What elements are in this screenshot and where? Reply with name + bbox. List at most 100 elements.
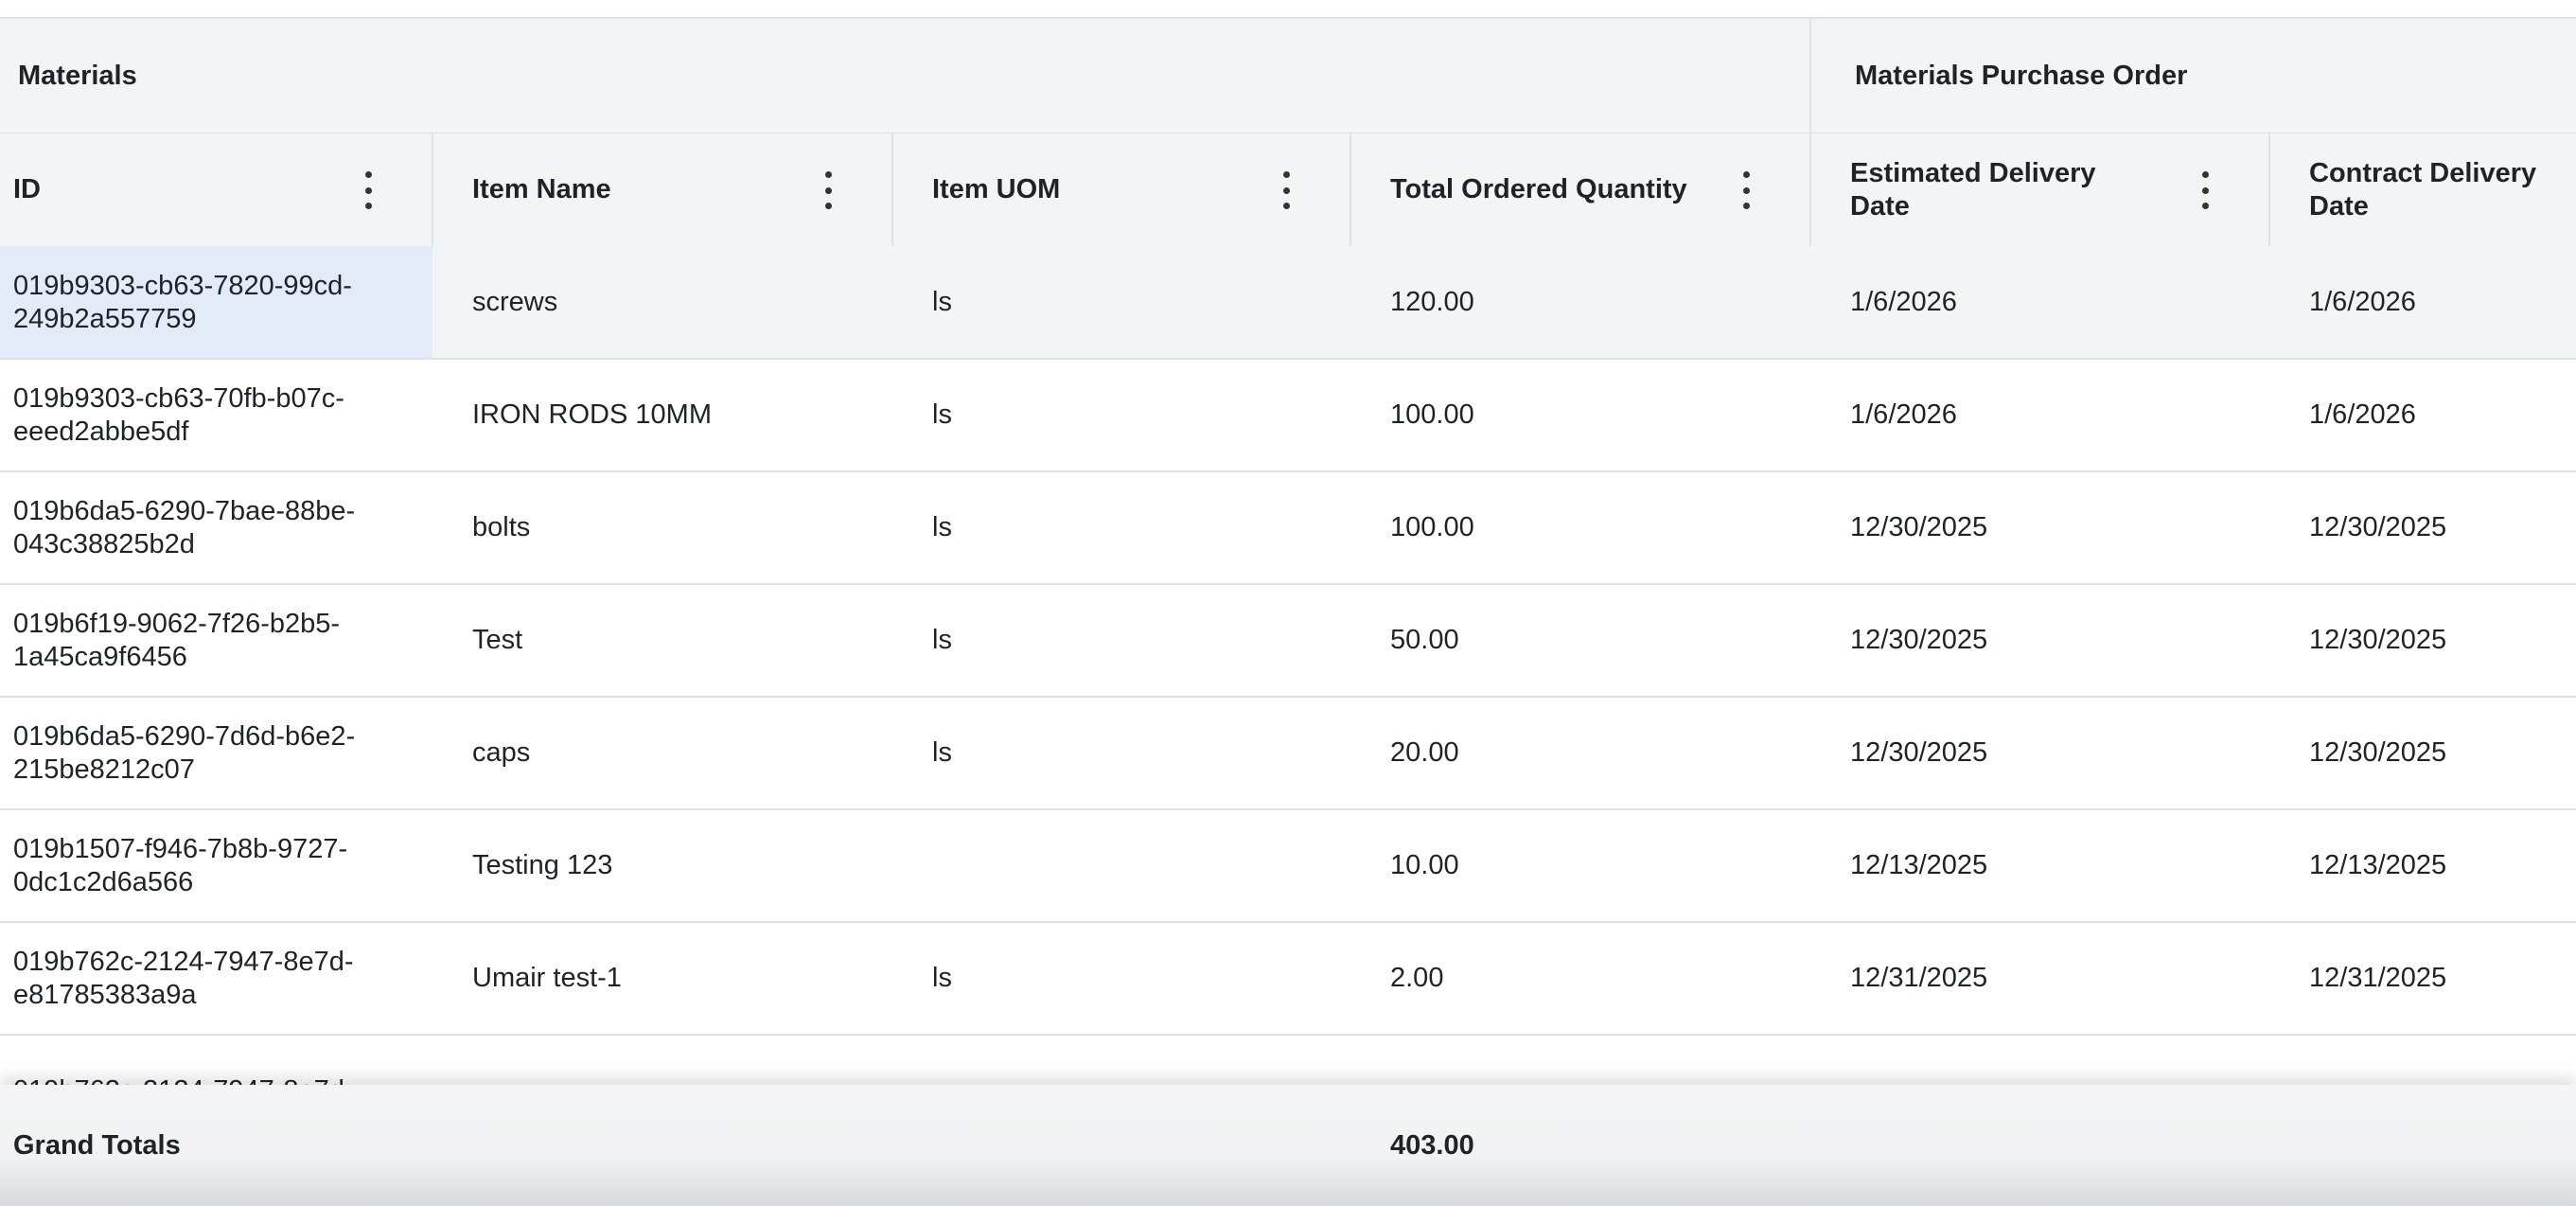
border bbox=[1809, 18, 1811, 133]
group-label: Materials Purchase Order bbox=[1855, 60, 2188, 91]
footer: Grand Totals 403.00 bbox=[0, 1085, 2576, 1206]
border bbox=[432, 133, 433, 246]
column-header: Total Ordered Quantity bbox=[1350, 133, 1810, 246]
cell: ls bbox=[892, 697, 1350, 809]
cell: ls bbox=[892, 584, 1350, 697]
cell-text: 12/30/2025 bbox=[1850, 512, 1988, 542]
cell: 019b762c-2124-7947-8e7d-e81785383a9a bbox=[0, 922, 432, 1035]
cell-text: 12/30/2025 bbox=[1850, 737, 1988, 768]
id-line: 249b2a557759 bbox=[13, 303, 197, 334]
row-border bbox=[0, 1034, 2576, 1036]
cell-text: ls bbox=[932, 737, 952, 768]
cell: 100.00 bbox=[1350, 359, 1810, 471]
cell-text: Umair test-1 bbox=[472, 963, 622, 993]
column-header: ID bbox=[0, 133, 432, 246]
border bbox=[891, 133, 893, 246]
cell: 100.00 bbox=[1350, 471, 1810, 584]
column-title: Item Name bbox=[472, 174, 611, 204]
cell: ls bbox=[892, 922, 1350, 1035]
column-header: Contract Delivery Date bbox=[2269, 133, 2576, 246]
cell: bolts bbox=[432, 471, 892, 584]
cell: 12/30/2025 bbox=[2269, 584, 2576, 697]
cell-text: ls bbox=[932, 625, 952, 655]
cell-text: 12/30/2025 bbox=[1850, 625, 1988, 655]
id-line: 019b6f19-9062-7f26-b2b5- bbox=[13, 608, 341, 639]
id-text: 019b6f19-9062-7f26-b2b5- 1a45ca9f6456 bbox=[13, 608, 340, 674]
cell: 1/6/2026 bbox=[1810, 359, 2269, 471]
cell-text: ls bbox=[932, 963, 952, 993]
cell: 12/30/2025 bbox=[1810, 697, 2269, 809]
cell: 019b6f19-9062-7f26-b2b5- 1a45ca9f6456 bbox=[0, 584, 432, 697]
id-line: 019b9303-cb63-7820-99cd- bbox=[13, 270, 352, 301]
cell: ls bbox=[892, 359, 1350, 471]
cell-text: 1/6/2026 bbox=[2309, 287, 2416, 317]
cell: 12/31/2025 bbox=[1810, 922, 2269, 1035]
cell-text: screws bbox=[472, 287, 558, 317]
id-text: 019b9303-cb63-7820-99cd- 249b2a557759 bbox=[13, 270, 352, 336]
footer-total-text: 403.00 bbox=[1390, 1129, 1474, 1161]
column-header: Item UOM bbox=[892, 133, 1350, 246]
row-border bbox=[0, 358, 2576, 360]
cell: 12/30/2025 bbox=[1810, 471, 2269, 584]
cell-text: 100.00 bbox=[1390, 512, 1474, 542]
cell: 10.00 bbox=[1350, 809, 1810, 922]
cell: 12/13/2025 bbox=[2269, 809, 2576, 922]
cell: 12/30/2025 bbox=[2269, 471, 2576, 584]
row-border bbox=[0, 808, 2576, 810]
id-line: 1a45ca9f6456 bbox=[13, 641, 187, 672]
footer-label: Grand Totals bbox=[0, 1085, 181, 1206]
cell: 019b1507-f946-7b8b-9727- 0dc1c2d6a566 bbox=[0, 809, 432, 922]
border bbox=[1350, 133, 1351, 246]
column-title: Estimated Delivery Date bbox=[1850, 157, 2096, 222]
column-header: Item Name bbox=[432, 133, 892, 246]
cell-text: 12/30/2025 bbox=[2309, 625, 2447, 655]
id-line: 019b1507-f946-7b8b-9727- bbox=[13, 833, 348, 864]
id-line: e81785383a9a bbox=[13, 979, 197, 1010]
column-menu[interactable] bbox=[819, 171, 838, 209]
cell-text: 12/30/2025 bbox=[2309, 737, 2447, 768]
id-text: 019b6da5-6290-7d6d-b6e2- 215be8212c07 bbox=[13, 720, 355, 787]
cell-text: 1/6/2026 bbox=[1850, 287, 1957, 317]
column-menu[interactable] bbox=[2196, 171, 2214, 209]
cell-text: ls bbox=[932, 399, 952, 430]
cell: 20.00 bbox=[1350, 697, 1810, 809]
cell: IRON RODS 10MM bbox=[432, 359, 892, 471]
cell-text: 1/6/2026 bbox=[2309, 399, 2416, 430]
column-menu[interactable] bbox=[1737, 171, 1756, 209]
border bbox=[2268, 133, 2270, 246]
cell-text: Testing 123 bbox=[472, 850, 613, 880]
border bbox=[1809, 133, 1811, 246]
cell: 1/6/2026 bbox=[2269, 246, 2576, 359]
id-text: 019b1507-f946-7b8b-9727- 0dc1c2d6a566 bbox=[13, 833, 347, 899]
footer-total: 403.00 bbox=[1390, 1085, 1474, 1206]
footer-label-text: Grand Totals bbox=[13, 1129, 181, 1161]
cell: 1/6/2026 bbox=[2269, 359, 2576, 471]
cell: ls bbox=[892, 471, 1350, 584]
id-line: 043c38825b2d bbox=[13, 528, 195, 559]
id-text: 019b9303-cb63-70fb-b07c-eeed2abbe5df bbox=[13, 382, 344, 449]
cell-text: 10.00 bbox=[1390, 850, 1459, 880]
row-border bbox=[0, 921, 2576, 923]
cell: 12/13/2025 bbox=[1810, 809, 2269, 922]
cell: 019b6da5-6290-7d6d-b6e2- 215be8212c07 bbox=[0, 697, 432, 809]
id-line: 019b6da5-6290-7d6d-b6e2- bbox=[13, 720, 356, 752]
cell-text: 12/31/2025 bbox=[1850, 963, 1988, 993]
group-label: Materials bbox=[18, 60, 137, 91]
column-menu[interactable] bbox=[1277, 171, 1296, 209]
cell: ls bbox=[892, 246, 1350, 359]
cell: caps bbox=[432, 697, 892, 809]
cell: 120.00 bbox=[1350, 246, 1810, 359]
border bbox=[0, 17, 2576, 19]
cell: 019b9303-cb63-70fb-b07c-eeed2abbe5df bbox=[0, 359, 432, 471]
cell: screws bbox=[432, 246, 892, 359]
group-cell: Materials Purchase Order bbox=[1810, 18, 2576, 133]
cell-text: 12/30/2025 bbox=[2309, 512, 2447, 542]
cell: 2.00 bbox=[1350, 922, 1810, 1035]
column-menu[interactable] bbox=[359, 171, 378, 209]
column-title: ID bbox=[13, 174, 41, 204]
cell: Testing 123 bbox=[432, 809, 892, 922]
id-text: 019b6da5-6290-7bae-88be- 043c38825b2d bbox=[13, 495, 355, 561]
cell-text: 2.00 bbox=[1390, 963, 1444, 993]
id-line: 019b6da5-6290-7bae-88be- bbox=[13, 495, 356, 526]
cell: Test bbox=[432, 584, 892, 697]
